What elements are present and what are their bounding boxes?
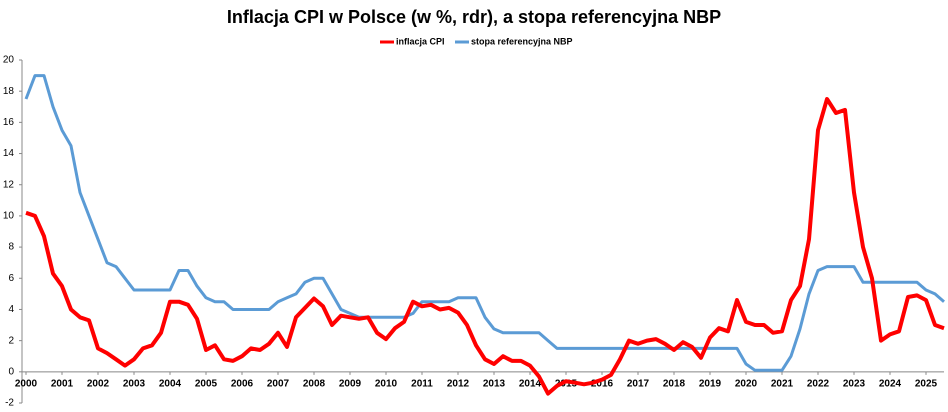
x-tick-label: 2013 — [483, 378, 506, 389]
x-tick-label: 2001 — [51, 378, 74, 389]
x-tick-label: 2003 — [123, 378, 146, 389]
x-tick-label: 2010 — [375, 378, 398, 389]
x-tick-label: 2015 — [555, 378, 578, 389]
chart-title: Inflacja CPI w Polsce (w %, rdr), a stop… — [227, 7, 721, 27]
x-tick-label: 2002 — [87, 378, 110, 389]
x-tick-label: 2024 — [879, 378, 902, 389]
x-tick-label: 2017 — [627, 378, 650, 389]
y-tick-label: 6 — [8, 273, 14, 284]
y-tick-label: 8 — [8, 242, 14, 253]
y-tick-label: 12 — [3, 179, 15, 190]
x-tick-label: 2016 — [591, 378, 614, 389]
series-line — [24, 74, 945, 372]
x-tick-label: 2012 — [447, 378, 470, 389]
legend-label: inflacja CPI — [396, 36, 445, 46]
y-tick-label: 16 — [3, 117, 15, 128]
x-tick-label: 2014 — [519, 378, 542, 389]
y-tick-label: 20 — [3, 55, 15, 66]
series-line — [25, 97, 945, 396]
x-tick-label: 2021 — [771, 378, 794, 389]
y-tick-label: 2 — [8, 335, 14, 346]
y-tick-label: 14 — [3, 148, 15, 159]
y-tick-label: 18 — [3, 86, 15, 97]
legend-label: stopa referencyjna NBP — [471, 36, 573, 46]
x-tick-label: 2007 — [267, 378, 290, 389]
x-tick-label: 2011 — [411, 378, 433, 389]
y-tick-label: -2 — [5, 398, 14, 407]
x-tick-label: 2005 — [195, 378, 218, 389]
x-tick-label: 2019 — [699, 378, 722, 389]
x-tick-label: 2022 — [807, 378, 830, 389]
x-tick-label: 2018 — [663, 378, 686, 389]
x-tick-label: 2008 — [303, 378, 326, 389]
x-tick-label: 2023 — [843, 378, 866, 389]
x-tick-label: 2020 — [735, 378, 758, 389]
x-tick-label: 2009 — [339, 378, 362, 389]
y-tick-label: 4 — [8, 304, 14, 315]
y-tick-label: 10 — [3, 211, 15, 222]
x-tick-label: 2000 — [15, 378, 38, 389]
x-tick-label: 2025 — [915, 378, 938, 389]
y-tick-label: 0 — [8, 366, 14, 377]
x-tick-label: 2006 — [231, 378, 254, 389]
x-tick-label: 2004 — [159, 378, 182, 389]
